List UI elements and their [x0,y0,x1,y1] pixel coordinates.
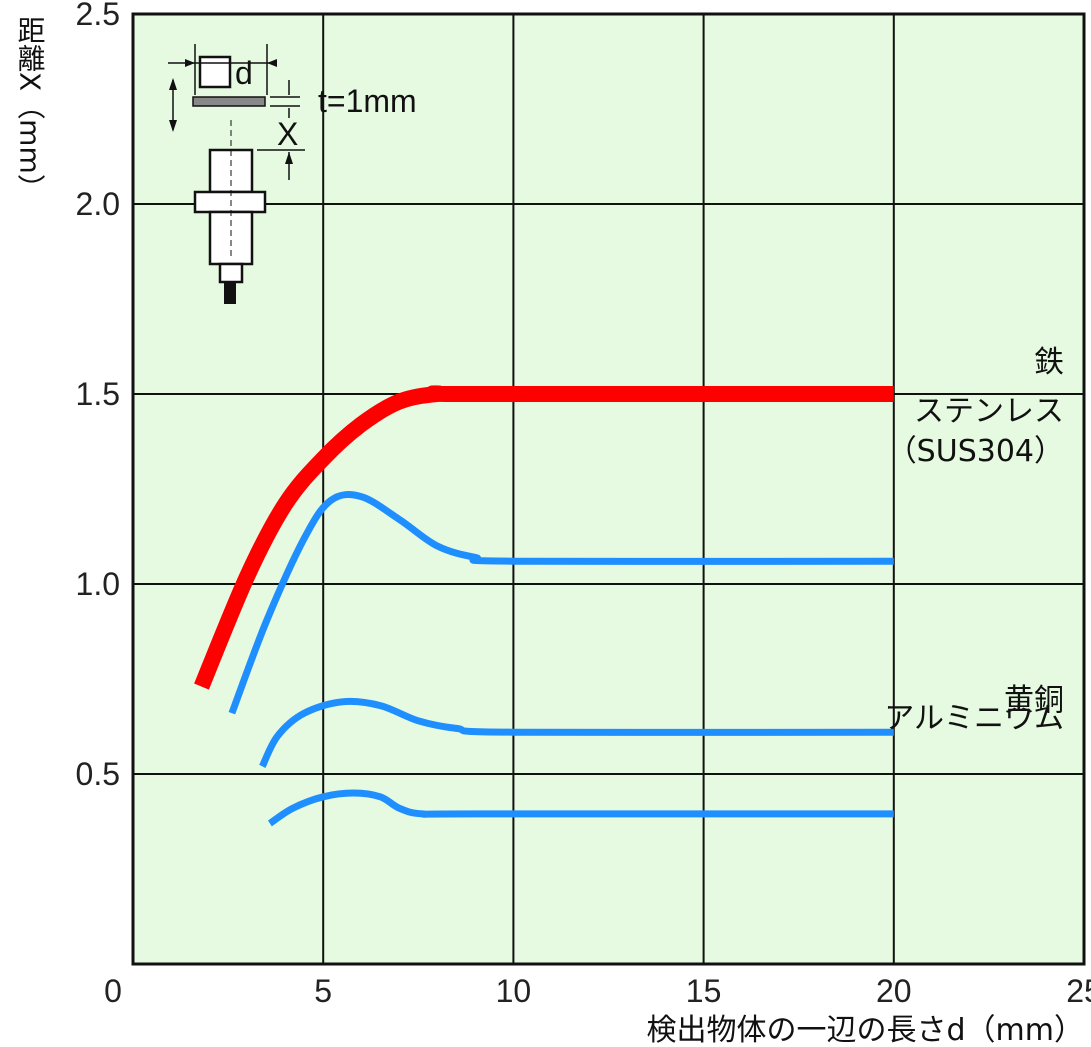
inset-label-x: X [277,116,298,152]
target-square-icon [198,55,232,89]
x-tick-label: 5 [314,973,332,1009]
grid [133,14,1084,964]
series-line-2 [259,697,894,768]
proximity-sensor-icon [193,120,267,304]
x-tick-label: 15 [686,973,722,1009]
series-line-0 [194,385,894,690]
y-tick-label: 0.5 [76,756,120,792]
tick-labels: 0 5 10 15 20 25 0.5 1.0 1.5 2.0 2.5 [76,0,1091,1009]
y-tick-label: 2.5 [76,0,120,32]
x-tick-label: 10 [496,973,532,1009]
x-tick-label: 20 [876,973,912,1009]
x-tick-label: 25 [1066,973,1091,1009]
target-plate-icon [192,96,266,107]
series-label-3: アルミニウム [884,701,1064,736]
y-tick-label: 2.0 [76,186,120,222]
series-line-3 [267,789,894,827]
series-layer [194,385,894,827]
inset-label-t: t=1mm [318,83,417,119]
plot-frame [131,12,1086,966]
sensor-diagram [168,44,305,304]
x-axis-label: 検出物体の一辺の長さd（mm） [647,1013,1085,1047]
series-label-1-sub: （SUS304） [887,434,1064,469]
y-tick-label: 1.0 [76,566,120,602]
y-tick-label: 1.5 [76,376,120,412]
series-label-2: 黄銅 [1004,683,1064,718]
y-axis-label: 距離X（mm） [14,16,47,202]
inset-label-d: d [235,55,253,91]
series-label-0: 鉄 [1034,345,1064,380]
series-line-1 [228,491,894,715]
x-tick-label: 0 [104,973,122,1009]
series-label-1: ステンレス [914,394,1064,429]
